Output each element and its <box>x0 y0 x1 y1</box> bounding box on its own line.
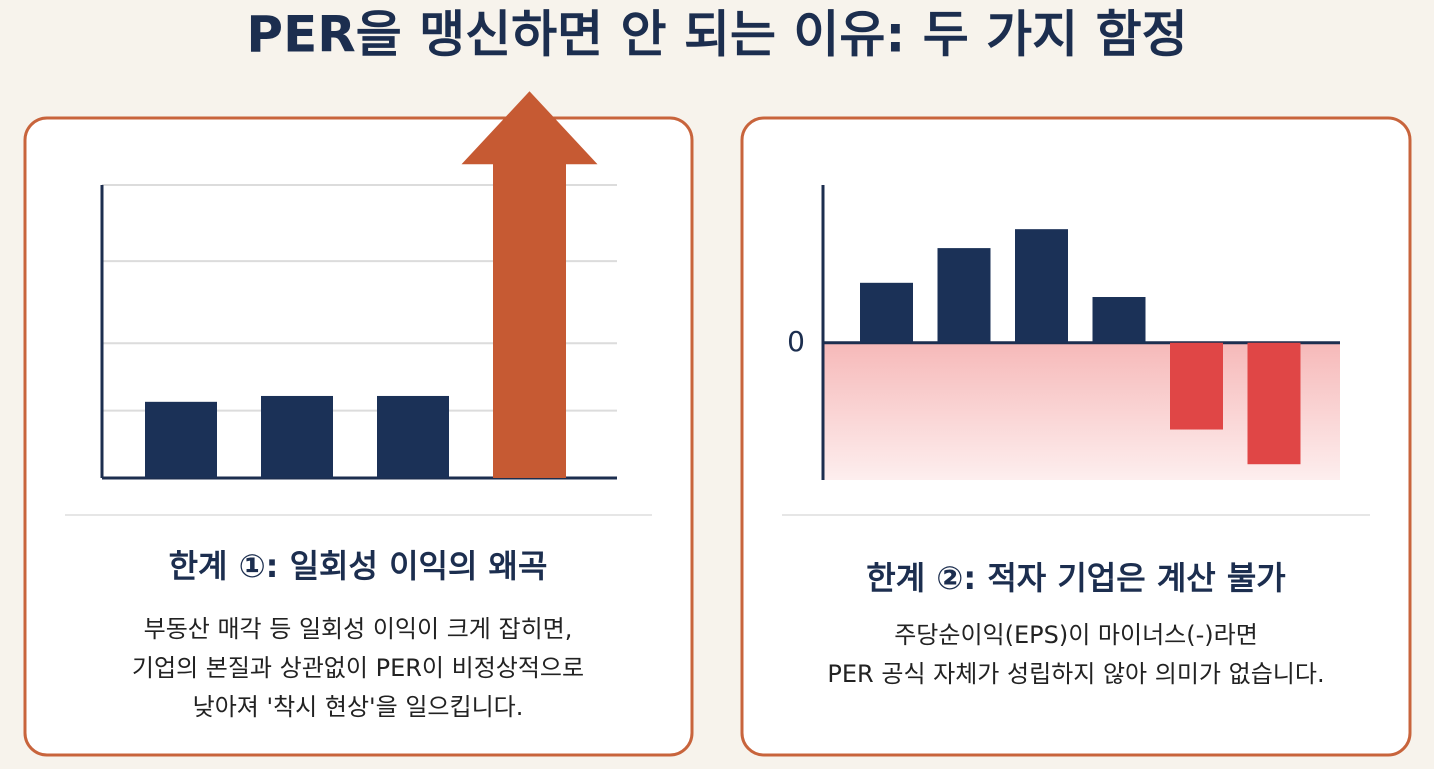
bar <box>1092 297 1146 343</box>
panel-title: 한계 ①: 일회성 이익의 왜곡 <box>169 547 548 585</box>
panel-description: 주당순이익(EPS)이 마이너스(-)라면 <box>894 621 1258 649</box>
bar <box>937 248 991 343</box>
panel-description: 낮아져 '착시 현상'을 일으킵니다. <box>193 693 524 721</box>
panel-description: 기업의 본질과 상관없이 PER이 비정상적으로 <box>132 654 584 682</box>
panel-description: PER 공식 자체가 성립하지 않아 의미가 없습니다. <box>827 660 1324 688</box>
bar <box>1170 342 1223 430</box>
panel-description: 부동산 매각 등 일회성 이익이 크게 잡히면, <box>144 615 573 643</box>
bar <box>860 282 913 343</box>
bar <box>261 395 333 478</box>
bar <box>1015 229 1068 343</box>
panel-title: 한계 ②: 적자 기업은 계산 불가 <box>866 559 1285 597</box>
bar <box>145 401 217 478</box>
bar <box>1247 342 1301 465</box>
y-tick-label: 0 <box>787 325 805 358</box>
arrow-bar <box>461 91 598 479</box>
bar <box>377 395 449 478</box>
page-title: PER을 맹신하면 안 되는 이유: 두 가지 함정 <box>246 6 1187 64</box>
